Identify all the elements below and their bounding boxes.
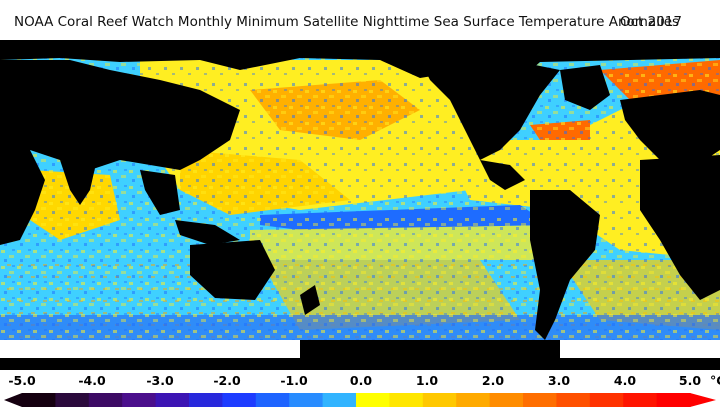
colorbar: [4, 393, 716, 407]
colorbar-bin: [322, 393, 357, 407]
colorbar-bin: [422, 393, 457, 407]
legend-tick-5: 5.0: [678, 373, 702, 388]
australia: [190, 240, 275, 300]
colorbar-bin: [155, 393, 190, 407]
colorbar-bin: [389, 393, 424, 407]
legend-tick-zero: 0.0: [349, 373, 373, 388]
color-legend: -5.0 -4.0 -3.0 -2.0 -1.0 0.0 1.0 2.0 3.0…: [0, 370, 720, 411]
map-canvas: [0, 40, 720, 370]
legend-unit: °C: [710, 373, 720, 388]
colorbar-bin: [556, 393, 591, 407]
colorbar-bin: [456, 393, 491, 407]
asia-continent: [0, 60, 240, 170]
legend-tick-4: 4.0: [613, 373, 637, 388]
legend-tick-minus-2: -2.0: [213, 373, 241, 388]
legend-tick-3: 3.0: [547, 373, 571, 388]
legend-tick-minus-4: -4.0: [78, 373, 106, 388]
maritime-continent: [175, 220, 240, 245]
africa-west: [640, 155, 720, 300]
colorbar-arrow-right: [690, 393, 716, 407]
antarctica-coast: [0, 358, 720, 370]
africa-east-coast: [0, 150, 45, 245]
map-date: Oct 2017: [620, 14, 682, 30]
india-peninsula: [60, 160, 95, 205]
colorbar-bin: [255, 393, 290, 407]
legend-tick-2: 2.0: [481, 373, 505, 388]
colorbar-bin: [656, 393, 691, 407]
southeast-asia: [140, 170, 180, 215]
legend-tick-1: 1.0: [415, 373, 439, 388]
colorbar-bin: [189, 393, 223, 407]
colorbar-bin: [55, 393, 90, 407]
legend-tick-minus-5: -5.0: [8, 373, 36, 388]
south-america: [530, 190, 600, 340]
colorbar-bin: [523, 393, 557, 407]
europe: [620, 90, 720, 170]
greenland: [560, 65, 610, 110]
colorbar-bin: [22, 393, 56, 407]
title-bar: NOAA Coral Reef Watch Monthly Minimum Sa…: [0, 0, 720, 40]
legend-tick-minus-1: -1.0: [280, 373, 308, 388]
north-america: [420, 60, 560, 160]
colorbar-bin: [589, 393, 624, 407]
colorbar-bin: [489, 393, 524, 407]
arctic-land: [0, 40, 720, 80]
colorbar-bin: [122, 393, 157, 407]
sst-anomaly-map: [0, 40, 720, 370]
colorbar-bin: [222, 393, 257, 407]
colorbar-bin: [289, 393, 324, 407]
central-america: [480, 160, 525, 190]
map-title: NOAA Coral Reef Watch Monthly Minimum Sa…: [14, 14, 680, 30]
colorbar-bin: [356, 393, 390, 407]
legend-tick-minus-3: -3.0: [146, 373, 174, 388]
new-zealand: [300, 285, 320, 315]
colorbar-bin: [88, 393, 123, 407]
colorbar-arrow-left: [4, 393, 22, 407]
land-masses: [0, 40, 720, 340]
colorbar-bin: [623, 393, 658, 407]
